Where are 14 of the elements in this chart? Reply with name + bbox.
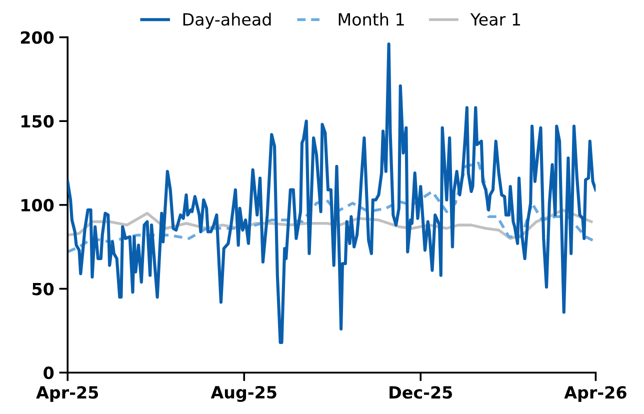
- y-tick-label: 150: [22, 115, 54, 128]
- x-tick-label: Dec-25: [390, 386, 452, 399]
- y-tick-label: 50: [32, 282, 54, 296]
- legend-label: Day-ahead: [183, 12, 271, 29]
- line-series: [68, 42, 596, 344]
- legend-label: Month 1: [338, 12, 404, 26]
- y-tick-label: 100: [22, 198, 54, 212]
- x-tick-label: Apr-26: [564, 386, 626, 402]
- y-tick-label: 0: [44, 366, 54, 380]
- x-tick-label: Apr-25: [36, 386, 98, 402]
- legend-label: Year 1: [470, 13, 520, 26]
- x-tick-label: Aug-25: [210, 386, 276, 402]
- line-series: [68, 162, 596, 254]
- y-tick-label: 200: [20, 31, 54, 44]
